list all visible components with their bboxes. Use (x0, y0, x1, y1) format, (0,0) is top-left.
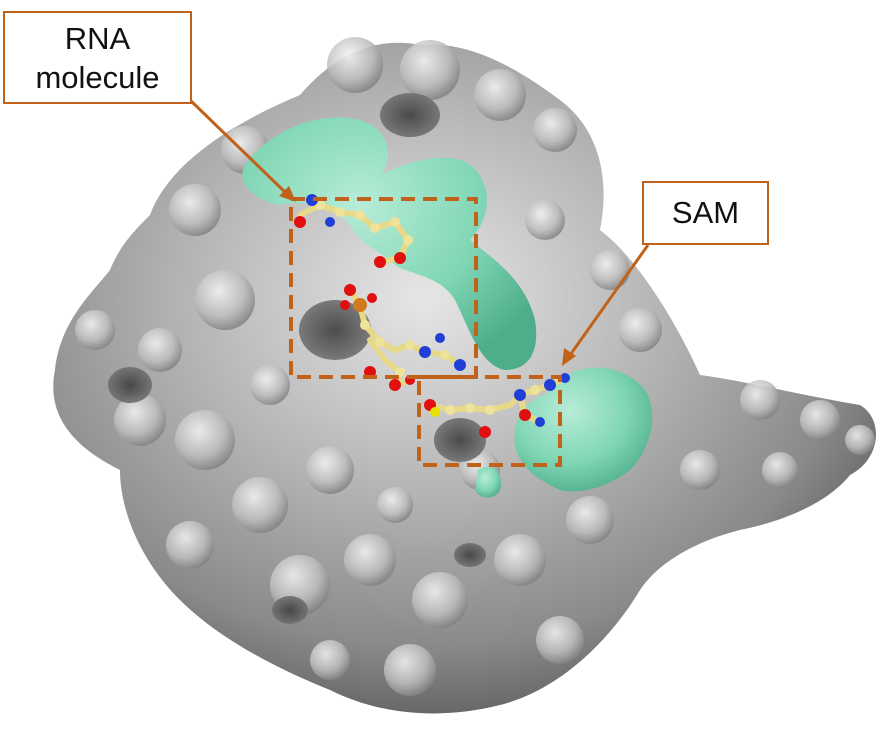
callout-arrows (188, 98, 650, 366)
ligand-atoms (294, 194, 570, 438)
rna-molecule-label: RNA molecule (3, 11, 192, 104)
sam-highlight-box (417, 375, 562, 467)
rna-highlight-box (289, 197, 478, 379)
binding-site-patch-rna (242, 117, 537, 370)
binding-site-patch-sam (475, 367, 653, 498)
sam-label: SAM (642, 181, 769, 245)
